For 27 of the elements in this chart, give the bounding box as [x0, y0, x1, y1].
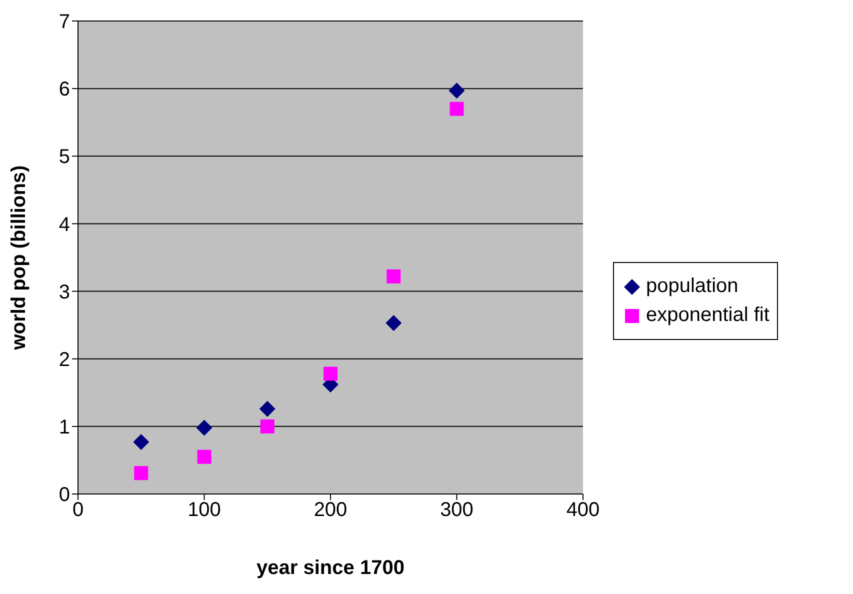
legend-label: exponential fit: [646, 304, 770, 327]
x-tick-label: 400: [566, 499, 600, 522]
point: [260, 419, 274, 434]
y-tick-label: 4: [58, 214, 70, 236]
y-tick-label: 0: [58, 484, 70, 506]
legend-label: population: [646, 275, 738, 298]
point: [196, 420, 212, 436]
point: [134, 466, 148, 480]
point: [259, 400, 276, 417]
point: [133, 434, 150, 450]
y-tick-label: 7: [58, 11, 70, 34]
point: [450, 102, 464, 116]
point: [386, 269, 401, 284]
y-tick-label: 2: [58, 348, 70, 371]
x-tick-label: 200: [314, 499, 348, 522]
x-tick-label: 300: [440, 499, 474, 522]
point: [448, 82, 465, 99]
y-axis-title: world pop (billions): [8, 165, 30, 351]
point: [386, 315, 402, 332]
y-tick-label: 3: [58, 281, 70, 304]
y-tick-label: 6: [58, 78, 70, 101]
y-tick-label: 1: [58, 416, 70, 439]
y-tick-label: 5: [58, 146, 70, 168]
x-tick-label: 100: [188, 499, 221, 522]
x-axis-title: year since 1700: [256, 557, 404, 579]
point: [324, 366, 338, 381]
point: [197, 450, 212, 464]
